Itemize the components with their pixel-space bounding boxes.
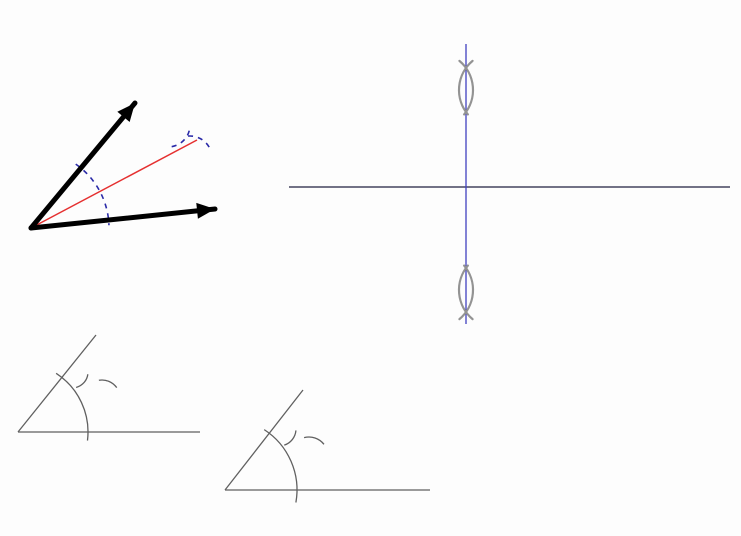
tick-arc-1	[76, 374, 88, 387]
construction-arc-cross-1	[170, 131, 189, 147]
tick-arc-2	[304, 437, 324, 444]
perpendicular-bisector-figure	[289, 44, 730, 324]
tick-arc-2	[99, 380, 117, 388]
angle-copy-figure-2	[225, 390, 430, 503]
angle-ray	[18, 335, 96, 432]
angle-ray-2	[31, 203, 215, 228]
tick-arc-1	[284, 430, 296, 445]
angle-ray-1	[31, 103, 135, 228]
diagram-canvas	[0, 0, 741, 536]
angle-copy-figure-1	[18, 335, 200, 441]
